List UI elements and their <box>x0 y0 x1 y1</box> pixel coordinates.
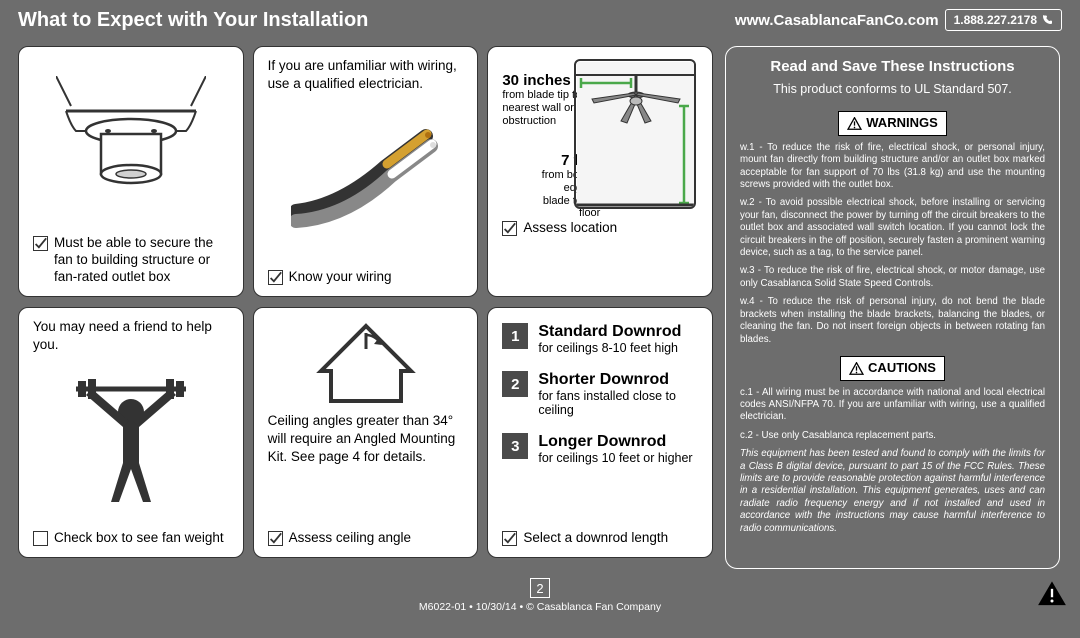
downrod-list: 1 Standard Downrod for ceilings 8-10 fee… <box>502 323 698 465</box>
panel-assess-location: 30 inches from blade tip to nearest wall… <box>487 46 713 297</box>
wiring-illustration <box>268 93 464 270</box>
panel6-label: Select a downrod length <box>523 530 668 547</box>
downrod-sub-3: for ceilings 10 feet or higher <box>538 451 692 465</box>
warnings-badge: WARNINGS <box>838 111 947 136</box>
panel5-footer: Assess ceiling angle <box>268 530 464 547</box>
panel-outlet-box: Must be able to secure the fan to buildi… <box>18 46 244 297</box>
num-box-1: 1 <box>502 323 528 349</box>
checkbox-icon <box>268 270 283 285</box>
downrod-item-2: 2 Shorter Downrod for fans installed clo… <box>502 371 698 417</box>
footer-text: M6022-01 • 10/30/14 • © Casablanca Fan C… <box>0 601 1080 613</box>
cautions-badge-text: CAUTIONS <box>868 360 936 377</box>
website-url: www.CasablancaFanCo.com <box>735 12 939 29</box>
downrod-item-3: 3 Longer Downrod for ceilings 10 feet or… <box>502 433 698 465</box>
panel6-footer: Select a downrod length <box>502 530 698 547</box>
panel-fan-weight: You may need a friend to help you. <box>18 307 244 558</box>
page-footer: 2 M6022-01 • 10/30/14 • © Casablanca Fan… <box>0 578 1080 638</box>
phone-number: 1.888.227.2178 <box>954 13 1037 27</box>
phone-box: 1.888.227.2178 <box>945 9 1062 31</box>
warnings-subtitle: This product conforms to UL Standard 507… <box>740 81 1045 97</box>
panel-downrod-select: 1 Standard Downrod for ceilings 8-10 fee… <box>487 307 713 558</box>
warning-triangle-icon <box>847 117 862 130</box>
downrod-sub-2: for fans installed close to ceiling <box>538 389 698 417</box>
panel2-footer: Know your wiring <box>268 269 464 286</box>
panel5-text: Ceiling angles greater than 34° will req… <box>268 412 464 465</box>
page-header: What to Expect with Your Installation ww… <box>0 0 1080 40</box>
outlet-box-illustration <box>33 57 229 235</box>
warning-3: w.3 - To reduce the risk of fire, electr… <box>740 265 1045 290</box>
warning-triangle-icon <box>849 362 864 375</box>
panel4-footer: Check box to see fan weight <box>33 530 229 547</box>
weightlift-illustration <box>33 354 229 531</box>
cautions-badge: CAUTIONS <box>840 356 945 381</box>
warnings-title: Read and Save These Instructions <box>740 57 1045 76</box>
checkbox-icon <box>33 531 48 546</box>
warning-2: w.2 - To avoid possible electrical shock… <box>740 197 1045 259</box>
downrod-title-3: Longer Downrod <box>538 433 692 451</box>
fcc-notice: This equipment has been tested and found… <box>740 448 1045 535</box>
left-panel-grid: Must be able to secure the fan to buildi… <box>18 46 713 638</box>
downrod-title-1: Standard Downrod <box>538 323 681 341</box>
checkbox-icon <box>268 531 283 546</box>
panel1-footer: Must be able to secure the fan to buildi… <box>33 235 229 286</box>
panel-wiring: If you are unfamiliar with wiring, use a… <box>253 46 479 297</box>
warnings-panel: Read and Save These Instructions This pr… <box>725 46 1060 569</box>
panel-ceiling-angle: Ceiling angles greater than 34° will req… <box>253 307 479 558</box>
panel5-label: Assess ceiling angle <box>289 530 411 547</box>
warning-4: w.4 - To reduce the risk of personal inj… <box>740 296 1045 346</box>
downrod-sub-1: for ceilings 8-10 feet high <box>538 341 681 355</box>
caution-1: c.1 - All wiring must be in accordance w… <box>740 387 1045 424</box>
checkbox-icon <box>33 236 48 251</box>
page-number: 2 <box>536 581 543 596</box>
panel3-label: Assess location <box>523 220 617 237</box>
downrod-title-2: Shorter Downrod <box>538 371 698 389</box>
page-number-box: 2 <box>530 578 550 598</box>
panel2-text: If you are unfamiliar with wiring, use a… <box>268 57 464 93</box>
num-box-2: 2 <box>502 371 528 397</box>
panel4-text: You may need a friend to help you. <box>33 318 229 354</box>
checkbox-icon <box>502 221 517 236</box>
panel4-label: Check box to see fan weight <box>54 530 224 547</box>
panel3-footer: Assess location <box>502 220 698 237</box>
warnings-badge-text: WARNINGS <box>866 115 938 132</box>
panel2-label: Know your wiring <box>289 269 392 286</box>
caution-2: c.2 - Use only Casablanca replacement pa… <box>740 430 1045 442</box>
assess-location-illustration: 30 inches from blade tip to nearest wall… <box>502 57 698 212</box>
phone-icon <box>1041 14 1053 26</box>
house-angle-illustration <box>268 318 464 408</box>
content-area: Must be able to secure the fan to buildi… <box>0 40 1080 638</box>
downrod-item-1: 1 Standard Downrod for ceilings 8-10 fee… <box>502 323 698 355</box>
page-title: What to Expect with Your Installation <box>18 9 735 32</box>
checkbox-icon <box>502 531 517 546</box>
warning-1: w.1 - To reduce the risk of fire, electr… <box>740 142 1045 192</box>
room-diagram <box>574 59 696 209</box>
num-box-3: 3 <box>502 433 528 459</box>
panel-row-2: You may need a friend to help you. <box>18 307 713 558</box>
panel1-label: Must be able to secure the fan to buildi… <box>54 235 229 286</box>
panel-row-1: Must be able to secure the fan to buildi… <box>18 46 713 297</box>
